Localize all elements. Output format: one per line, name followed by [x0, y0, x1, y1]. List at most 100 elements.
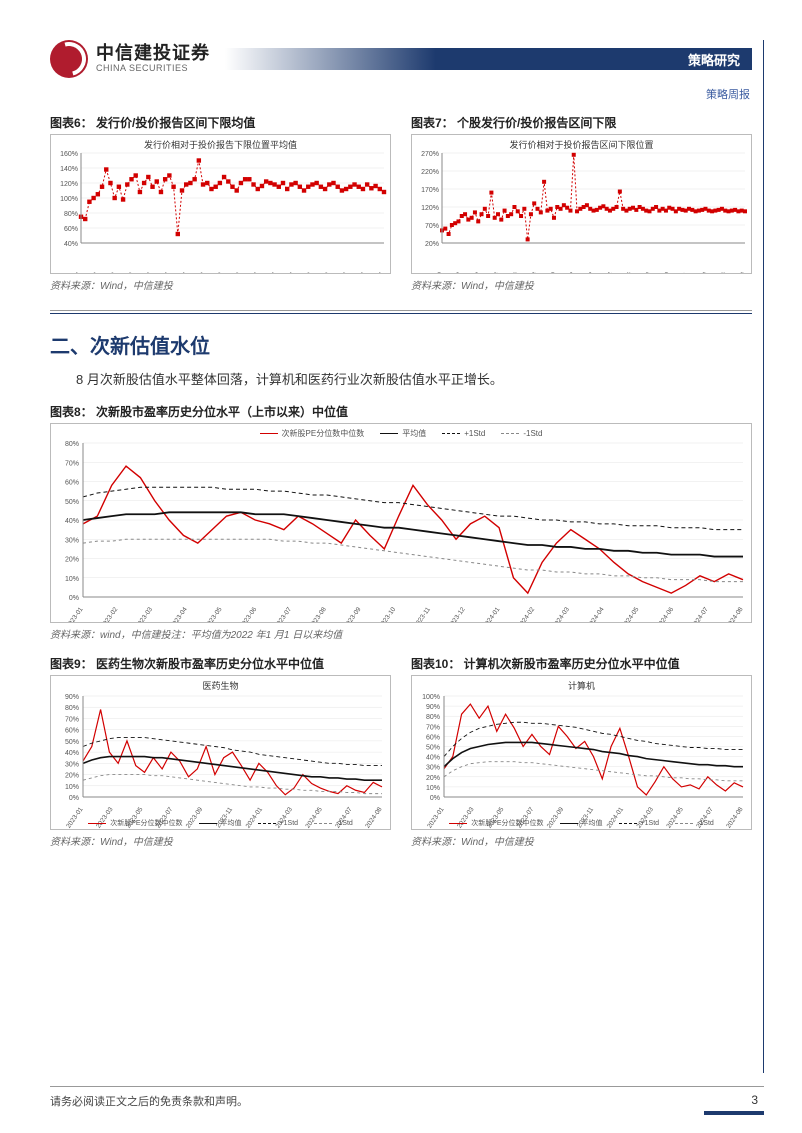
svg-text:60%: 60% — [65, 728, 79, 735]
chart-row-9-10: 图表9： 医药生物次新股市盈率历史分位水平中位值 医药生物 0%10%20%30… — [50, 655, 752, 862]
svg-text:40%: 40% — [64, 241, 78, 248]
svg-text:80%: 80% — [65, 441, 79, 448]
chart8-box: 次新股PE分位数中位数平均值+1Std-1Std 0%10%20%30%40%5… — [50, 423, 752, 623]
fig10-title: 图表10： 计算机次新股市盈率历史分位水平中位值 — [411, 655, 752, 672]
svg-text:70%: 70% — [65, 717, 79, 724]
svg-text:60%: 60% — [426, 734, 440, 741]
svg-text:2023-12: 2023-12 — [447, 606, 467, 623]
logo-block: 中信建投证券 CHINA SECURITIES — [50, 40, 210, 78]
svg-text:20%: 20% — [426, 775, 440, 782]
chart9-box: 医药生物 0%10%20%30%40%50%60%70%80%90%2023-0… — [50, 675, 391, 830]
svg-text:2021/10: 2021/10 — [431, 271, 444, 274]
svg-text:2023/2: 2023/2 — [583, 271, 595, 274]
svg-text:2022/4: 2022/4 — [489, 271, 501, 274]
footer: 请务必阅读正文之后的免责条款和声明。 — [50, 1093, 752, 1109]
svg-text:2022/10: 2022/10 — [544, 271, 557, 274]
logo-en: CHINA SECURITIES — [96, 64, 210, 74]
svg-text:100%: 100% — [60, 196, 78, 203]
svg-text:20%: 20% — [65, 557, 79, 564]
fig7-source: 资料来源：Wind，中信建投 — [411, 277, 752, 292]
svg-text:2023-11: 2023-11 — [413, 606, 432, 623]
svg-text:0%: 0% — [69, 595, 79, 602]
svg-text:60%: 60% — [64, 226, 78, 233]
header-category-bar: 策略研究 — [225, 48, 752, 70]
chart10-legend: 次新股PE分位数中位数平均值+1Std-1Std — [412, 815, 751, 828]
svg-text:2024年2月: 2024年2月 — [315, 271, 332, 274]
disclaimer: 请务必阅读正文之后的免责条款和声明。 — [50, 1093, 248, 1109]
svg-text:220%: 220% — [421, 169, 439, 176]
svg-text:2023-08: 2023-08 — [308, 606, 328, 623]
svg-text:2024/5: 2024/5 — [716, 271, 728, 274]
svg-text:0%: 0% — [430, 795, 440, 802]
fig6-title: 图表6： 发行价/投价报告区间下限均值 — [50, 114, 391, 131]
chart10-svg: 0%10%20%30%40%50%60%70%80%90%100%2023-01… — [412, 692, 751, 830]
svg-text:30%: 30% — [65, 761, 79, 768]
svg-text:2023年6月: 2023年6月 — [244, 271, 261, 274]
svg-text:2023年10月: 2023年10月 — [278, 271, 296, 274]
svg-text:2024-04: 2024-04 — [586, 606, 606, 623]
svg-text:2022/12: 2022/12 — [563, 271, 576, 274]
svg-text:20%: 20% — [425, 241, 439, 248]
svg-text:2023-05: 2023-05 — [204, 606, 224, 623]
section-body: 8 月次新股估值水平整体回落，计算机和医药行业次新股估值水平正增长。 — [50, 369, 752, 391]
chart10-inner-title: 计算机 — [412, 676, 751, 692]
svg-text:2022年8月: 2022年8月 — [155, 271, 172, 274]
svg-text:0%: 0% — [69, 795, 79, 802]
svg-text:2023-03: 2023-03 — [135, 606, 155, 623]
svg-text:2022年10月: 2022年10月 — [171, 271, 189, 274]
svg-text:50%: 50% — [65, 739, 79, 746]
chart-row-6-7: 图表6： 发行价/投价报告区间下限均值 发行价相对于投价报告下限位置平均值 40… — [50, 114, 752, 306]
svg-text:2024-03: 2024-03 — [552, 606, 572, 623]
svg-text:2023/10: 2023/10 — [658, 271, 671, 274]
svg-text:2024-01: 2024-01 — [482, 606, 502, 623]
right-margin-line — [763, 40, 765, 1073]
svg-text:80%: 80% — [64, 211, 78, 218]
svg-text:2024-06: 2024-06 — [656, 606, 676, 623]
svg-text:2022年6月: 2022年6月 — [137, 271, 154, 274]
svg-text:2024-08: 2024-08 — [725, 606, 745, 623]
svg-text:2022年4月: 2022年4月 — [119, 271, 136, 274]
chart9-legend: 次新股PE分位数中位数平均值+1Std-1Std — [51, 815, 390, 828]
svg-text:2024/1: 2024/1 — [678, 271, 690, 274]
svg-text:2024年4月: 2024年4月 — [333, 271, 350, 274]
svg-text:2023年4月: 2023年4月 — [226, 271, 243, 274]
svg-text:2022年12月: 2022年12月 — [189, 271, 207, 274]
category-label: 策略研究 — [688, 50, 740, 69]
fig6-source: 资料来源：Wind，中信建投 — [50, 277, 391, 292]
svg-text:40%: 40% — [65, 750, 79, 757]
svg-text:10%: 10% — [65, 784, 79, 791]
svg-text:80%: 80% — [426, 714, 440, 721]
fig8-title: 图表8： 次新股市盈率历史分位水平（上市以来）中位值 — [50, 403, 752, 420]
fig8-source: 资料来源：wind，中信建投注：平均值为2022 年1 月1 日以来均值 — [50, 626, 752, 641]
chart8-legend: 次新股PE分位数中位数平均值+1Std-1Std — [51, 424, 751, 439]
svg-text:2022/2: 2022/2 — [470, 271, 482, 274]
svg-text:2023-10: 2023-10 — [378, 606, 398, 623]
svg-text:2024-05: 2024-05 — [621, 606, 641, 623]
svg-text:90%: 90% — [426, 704, 440, 711]
page-number: 3 — [751, 1093, 758, 1107]
svg-text:120%: 120% — [60, 181, 78, 188]
chart6-inner-title: 发行价相对于投价报告下限位置平均值 — [51, 135, 390, 151]
chart9-svg: 0%10%20%30%40%50%60%70%80%90%2023-012023… — [51, 692, 390, 830]
page-number-bar — [704, 1111, 764, 1115]
svg-text:2022/6: 2022/6 — [508, 271, 520, 274]
svg-text:120%: 120% — [421, 205, 439, 212]
svg-text:2023-07: 2023-07 — [274, 606, 294, 623]
svg-text:2023-02: 2023-02 — [100, 606, 120, 623]
svg-text:170%: 170% — [421, 187, 439, 194]
svg-text:2023年8月: 2023年8月 — [262, 271, 279, 274]
svg-text:2024年8月: 2024年8月 — [369, 271, 386, 274]
section-title: 二、次新估值水位 — [50, 330, 752, 359]
svg-text:100%: 100% — [422, 694, 440, 701]
svg-text:60%: 60% — [65, 480, 79, 487]
svg-text:270%: 270% — [421, 151, 439, 158]
divider-thin — [50, 310, 752, 311]
svg-text:2023/8: 2023/8 — [640, 271, 652, 274]
svg-text:40%: 40% — [426, 755, 440, 762]
svg-text:2021/12: 2021/12 — [450, 271, 463, 274]
svg-text:2024-02: 2024-02 — [517, 606, 537, 623]
chart6-box: 发行价相对于投价报告下限位置平均值 40%60%80%100%120%140%1… — [50, 134, 391, 274]
svg-text:10%: 10% — [426, 785, 440, 792]
sub-header: 策略周报 — [50, 86, 752, 102]
fig10-source: 资料来源：Wind，中信建投 — [411, 833, 752, 848]
